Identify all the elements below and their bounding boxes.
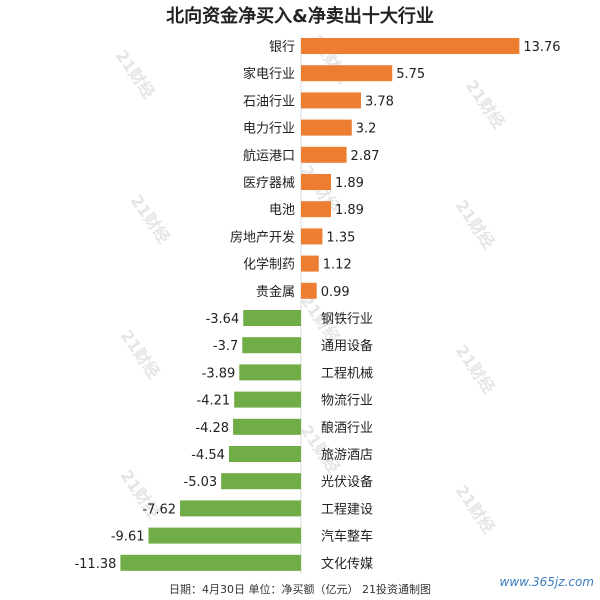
source-watermark: www.365jz.com [499,575,594,589]
watermark-text: 21财经 [452,196,499,251]
category-label: 光伏设备 [321,474,373,490]
bar-positive [301,228,323,245]
value-label: -11.38 [74,557,116,572]
bar-positive [301,146,347,163]
value-label: 3.2 [356,122,377,137]
value-label: -3.89 [202,366,236,381]
category-label: 旅游酒店 [321,448,373,463]
value-label: 1.35 [326,230,355,245]
category-label: 石油行业 [243,94,295,109]
bar-negative [148,527,301,544]
value-label: -4.21 [197,394,231,409]
watermark-text: 21财经 [452,481,499,536]
bar-negative [242,337,301,354]
bar-negative [243,310,301,326]
watermark-text: 21财经 [117,326,164,381]
category-label: 房地产开发 [230,229,295,245]
category-label: 工程机械 [321,366,373,381]
category-label: 文化传媒 [321,557,373,572]
category-label: 航运港口 [243,148,295,164]
category-label: 工程建设 [321,502,373,517]
value-label: 2.87 [351,149,380,164]
category-label: 化学制药 [243,257,295,273]
bar-positive [301,38,520,54]
value-label: -4.28 [195,421,229,436]
category-label: 电力行业 [243,122,295,137]
value-label: -9.61 [111,530,145,545]
value-label: 1.89 [335,176,364,191]
value-label: -5.03 [184,475,218,490]
value-label: -3.7 [213,339,238,354]
value-label: 0.99 [321,285,350,300]
bar-positive [301,201,331,218]
bar-negative [120,554,301,571]
value-label: -3.64 [206,312,240,327]
bar-negative [233,418,301,435]
bar-positive [301,119,352,136]
category-label: 汽车整车 [321,529,373,545]
watermark-text: 21财经 [452,341,499,396]
chart-title: 北向资金净买入&净卖出十大行业 [166,6,434,27]
bar-positive [301,65,393,82]
category-label: 通用设备 [321,338,373,354]
bar-negative [239,364,301,381]
bar-positive [301,255,319,272]
value-label: 3.78 [365,94,394,109]
category-label: 医疗器械 [243,176,295,191]
value-label: 1.89 [335,203,364,218]
bar-positive [301,174,331,190]
bar-negative [234,391,301,408]
value-label: 5.75 [396,67,425,82]
category-label: 电池 [269,203,295,218]
bar-negative [221,473,301,490]
value-label: 1.12 [323,258,352,273]
bar-positive [301,282,317,299]
chart-footer: 日期：4月30日 单位：净买额（亿元） 21投资通制图 [169,583,431,596]
bar-positive [301,92,361,109]
watermark-text: 21财经 [127,191,174,246]
category-label: 物流行业 [321,394,373,409]
watermark-text: 21财经 [112,46,159,101]
bar-negative [228,446,301,462]
watermark-text: 21财经 [462,76,509,131]
value-label: -4.54 [191,448,225,463]
value-label: -7.62 [142,502,176,517]
category-label: 银行 [269,40,295,55]
bar-negative [180,500,301,517]
category-label: 家电行业 [243,66,295,82]
value-label: 13.76 [523,40,560,55]
category-label: 钢铁行业 [321,312,373,327]
category-label: 酿酒行业 [321,420,373,436]
category-label: 贵金属 [256,284,295,300]
